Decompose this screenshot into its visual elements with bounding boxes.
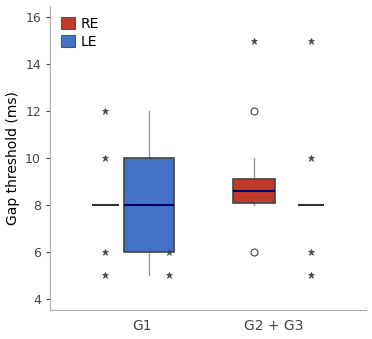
Y-axis label: Gap threshold (ms): Gap threshold (ms)	[6, 91, 20, 225]
Bar	[233, 179, 276, 202]
Legend: RE, LE: RE, LE	[57, 13, 103, 53]
Bar	[124, 158, 174, 252]
